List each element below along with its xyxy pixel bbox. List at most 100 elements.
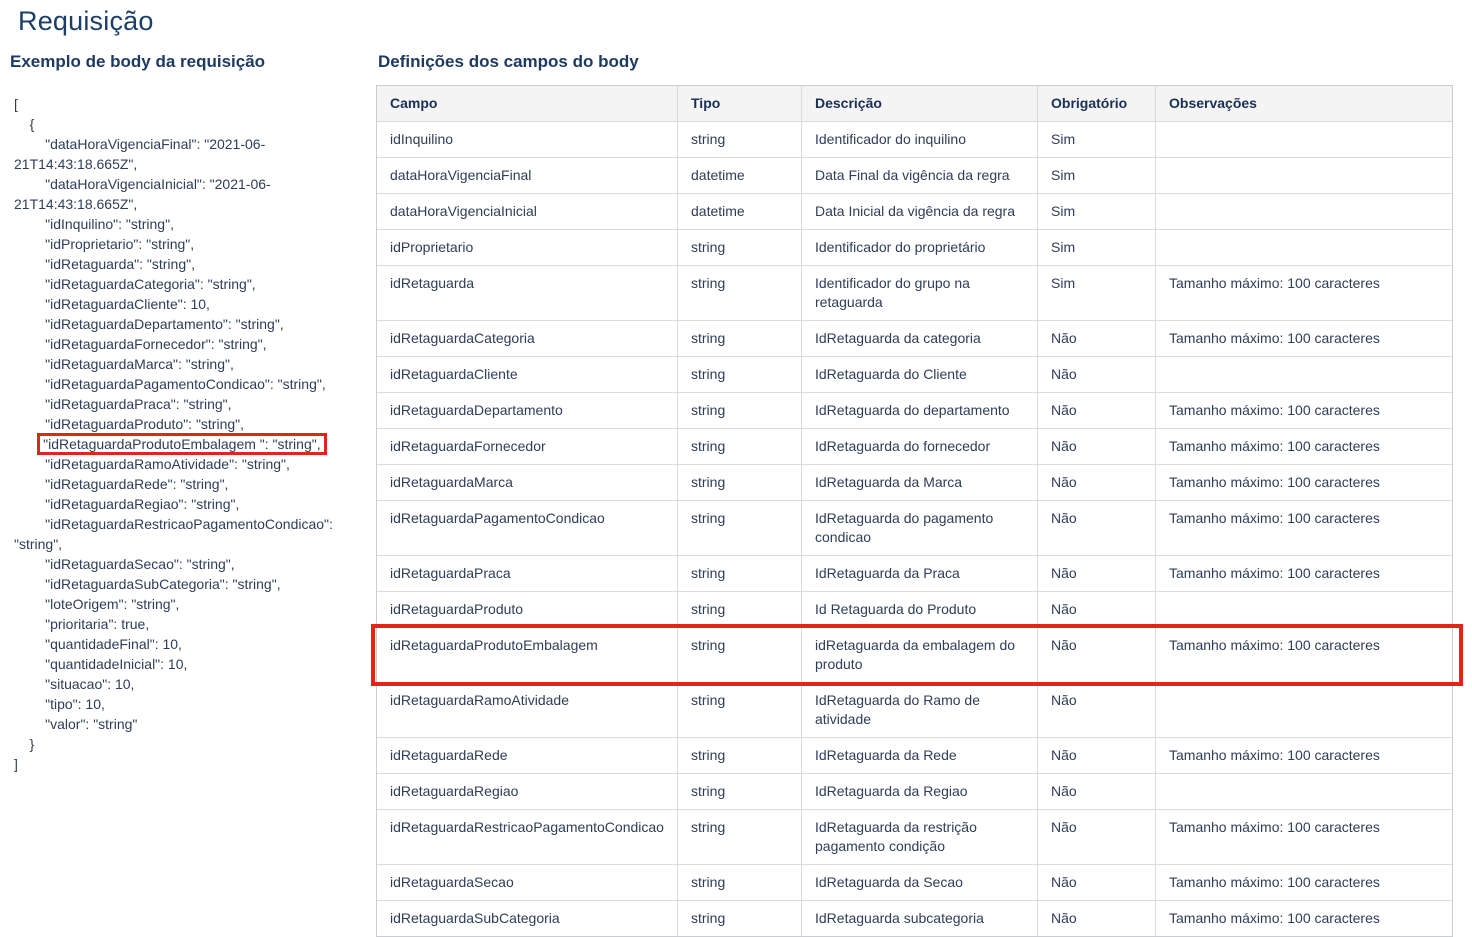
request-body-example: [ { "dataHoraVigenciaFinal": "2021-06-21… <box>14 94 359 774</box>
json-line: { <box>14 116 35 132</box>
json-line: "idRetaguardaProdutoEmbalagem ": "string… <box>14 433 359 455</box>
cell-campo: idRetaguardaRegiao <box>390 783 519 799</box>
table-header-row: Campo Tipo Descrição Obrigatório Observações <box>377 86 1452 121</box>
json-line: "idRetaguarda": "string", <box>14 256 195 272</box>
cell-tipo: string <box>677 738 801 773</box>
cell-tipo: string <box>677 810 801 864</box>
json-line: "idRetaguardaPagamentoCondicao": "string… <box>14 376 326 392</box>
cell-descricao: idRetaguarda da embalagem do produto <box>801 628 1037 682</box>
cell-tipo: string <box>677 429 801 464</box>
cell-campo: idRetaguarda <box>390 275 475 291</box>
cell-campo: idRetaguardaPagamentoCondicao <box>390 510 605 526</box>
json-line: "loteOrigem": "string", <box>14 596 180 612</box>
cell-observacoes: Tamanho máximo: 100 caracteres <box>1155 465 1452 500</box>
cell-obrigatorio: Não <box>1037 592 1155 627</box>
table-row: idRetaguardaCategoria string IdRetaguarda … <box>377 320 1452 356</box>
cell-campo: idRetaguardaSecao <box>390 874 514 890</box>
json-line: "idRetaguardaDepartamento": "string", <box>14 316 284 332</box>
table-row: idRetaguardaMarca string IdRetaguarda da M… <box>377 464 1452 500</box>
cell-descricao: IdRetaguarda da restrição pagamento cond… <box>801 810 1037 864</box>
cell-obrigatorio: Não <box>1037 683 1155 737</box>
table-row: idRetaguardaPagamentoCondicao string IdRet… <box>377 500 1452 555</box>
cell-observacoes: Tamanho máximo: 100 caracteres <box>1155 738 1452 773</box>
cell-observacoes <box>1155 592 1452 627</box>
json-line: "idRetaguardaPraca": "string", <box>14 396 232 412</box>
json-line: "idRetaguardaProduto": "string", <box>14 416 245 432</box>
cell-campo: idRetaguardaRede <box>390 747 508 763</box>
cell-observacoes: Tamanho máximo: 100 caracteres <box>1155 865 1452 900</box>
json-line: } <box>14 736 35 752</box>
cell-campo: idRetaguardaCategoria <box>390 330 535 346</box>
cell-obrigatorio: Não <box>1037 429 1155 464</box>
table-row: idRetaguardaSecao string IdRetaguarda da S… <box>377 864 1452 900</box>
content-columns: Exemplo de body da requisição [ { "dataH… <box>0 44 1472 937</box>
definitions-table: Campo Tipo Descrição Obrigatório Observações… <box>371 85 1463 937</box>
table-row: idRetaguardaProduto string Id Retaguarda d… <box>377 591 1452 627</box>
cell-campo: idRetaguardaRestricaoPagamentoCondicao <box>390 819 664 835</box>
cell-descricao: Identificador do grupo na retaguarda <box>801 266 1037 320</box>
cell-obrigatorio: Não <box>1037 556 1155 591</box>
cell-descricao: IdRetaguarda da Praca <box>801 556 1037 591</box>
field-definitions-heading: Definições dos campos do body <box>378 52 639 71</box>
cell-obrigatorio: Não <box>1037 501 1155 555</box>
cell-tipo: string <box>677 501 801 555</box>
column-header-obrigatorio: Obrigatório <box>1037 86 1155 121</box>
table-row: idRetaguardaProdutoEmbalagem string idReta… <box>371 624 1463 686</box>
cell-campo: dataHoraVigenciaInicial <box>390 203 537 219</box>
json-line: "situacao": 10, <box>14 676 135 692</box>
table-row: idRetaguardaRamoAtividade string IdRetagua… <box>377 682 1452 737</box>
column-header-descricao: Descrição <box>801 86 1037 121</box>
cell-observacoes: Tamanho máximo: 100 caracteres <box>1155 266 1452 320</box>
column-header-tipo: Tipo <box>677 86 801 121</box>
cell-observacoes: Tamanho máximo: 100 caracteres <box>1155 556 1452 591</box>
json-line: "dataHoraVigenciaInicial": "2021-06-21T1… <box>14 176 271 212</box>
table-row: idRetaguardaSubCategoria string IdRetaguar… <box>377 900 1452 936</box>
cell-campo: idRetaguardaPraca <box>390 565 511 581</box>
cell-descricao: IdRetaguarda da categoria <box>801 321 1037 356</box>
page-title: Requisição <box>18 6 154 36</box>
highlight-box-json-line: "idRetaguardaProdutoEmbalagem ": "string… <box>37 433 327 455</box>
cell-obrigatorio: Não <box>1037 628 1155 682</box>
cell-obrigatorio: Não <box>1037 357 1155 392</box>
cell-obrigatorio: Não <box>1037 321 1155 356</box>
table-row: idRetaguarda string Identificador do grupo… <box>377 265 1452 320</box>
cell-tipo: string <box>677 774 801 809</box>
cell-tipo: string <box>677 321 801 356</box>
cell-descricao: IdRetaguarda do Ramo de atividade <box>801 683 1037 737</box>
cell-obrigatorio: Não <box>1037 810 1155 864</box>
json-line: "idRetaguardaRestricaoPagamentoCondicao"… <box>14 516 337 552</box>
cell-tipo: string <box>677 901 801 936</box>
table-row: idRetaguardaPraca string IdRetaguarda da P… <box>377 555 1452 591</box>
cell-tipo: string <box>677 122 801 157</box>
cell-tipo: string <box>677 266 801 320</box>
cell-obrigatorio: Sim <box>1037 230 1155 265</box>
table-row: idRetaguardaCliente string IdRetaguarda do… <box>377 356 1452 392</box>
cell-obrigatorio: Sim <box>1037 158 1155 193</box>
json-line: "idRetaguardaMarca": "string", <box>14 356 234 372</box>
json-line: "idProprietario": "string", <box>14 236 195 252</box>
column-header-observacoes: Observações <box>1155 86 1452 121</box>
cell-obrigatorio: Sim <box>1037 266 1155 320</box>
json-line: "idRetaguardaSecao": "string", <box>14 556 235 572</box>
request-example-heading: Exemplo de body da requisição <box>10 52 266 71</box>
cell-observacoes <box>1155 194 1452 229</box>
cell-tipo: string <box>677 683 801 737</box>
json-line: "tipo": 10, <box>14 696 105 712</box>
cell-campo: idInquilino <box>390 131 454 147</box>
cell-campo: idRetaguardaFornecedor <box>390 438 546 454</box>
cell-tipo: string <box>677 556 801 591</box>
cell-observacoes: Tamanho máximo: 100 caracteres <box>1155 429 1452 464</box>
json-line: "valor": "string" <box>14 716 138 732</box>
cell-observacoes: Tamanho máximo: 100 caracteres <box>1155 321 1452 356</box>
cell-observacoes <box>1155 683 1452 737</box>
cell-observacoes <box>1155 122 1452 157</box>
cell-descricao: Id Retaguarda do Produto <box>801 592 1037 627</box>
cell-tipo: string <box>677 230 801 265</box>
json-line: "prioritaria": true, <box>14 616 150 632</box>
cell-descricao: IdRetaguarda do Cliente <box>801 357 1037 392</box>
cell-observacoes <box>1155 357 1452 392</box>
json-line: ] <box>14 756 18 772</box>
cell-obrigatorio: Não <box>1037 865 1155 900</box>
field-definitions-section: Definições dos campos do body Campo Tipo D… <box>371 44 1463 937</box>
cell-campo: idRetaguardaDepartamento <box>390 402 563 418</box>
